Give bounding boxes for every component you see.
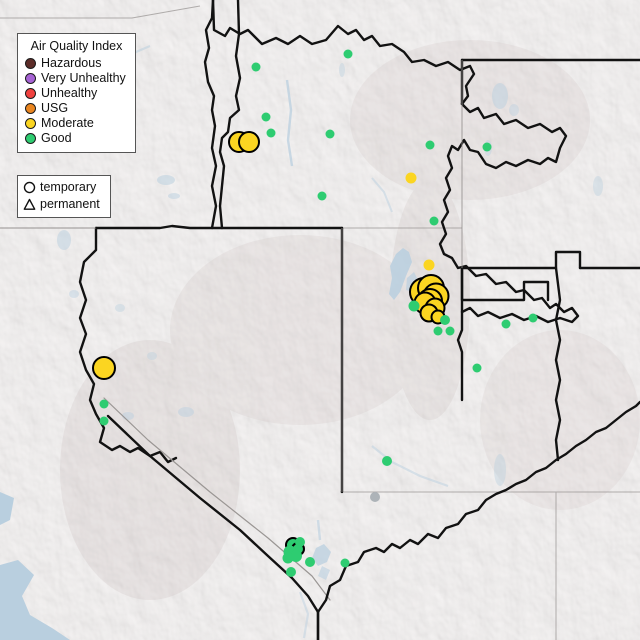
station-marker[interactable] [266, 128, 276, 138]
station-marker[interactable] [433, 326, 443, 336]
border-oregon-south [94, 224, 344, 230]
station-marker[interactable] [408, 300, 420, 312]
triangle-icon [23, 198, 36, 210]
legend-item-label: Moderate [41, 116, 94, 130]
station-marker[interactable] [429, 216, 439, 226]
station-marker[interactable] [423, 259, 435, 271]
circle-icon [23, 181, 36, 194]
station-marker[interactable] [343, 49, 353, 59]
secondary-boundaries [0, 60, 463, 492]
station-marker[interactable] [425, 140, 435, 150]
hazardous-swatch-icon [25, 58, 36, 69]
station-marker[interactable] [482, 142, 492, 152]
border-utah-colorado [460, 250, 582, 270]
border-oregon-west [203, 0, 218, 230]
station-marker[interactable] [440, 315, 450, 325]
border-arizona-newmexico [554, 266, 562, 462]
usg-swatch-icon [25, 103, 36, 114]
station-marker[interactable] [92, 356, 116, 380]
station-marker[interactable] [405, 172, 417, 184]
legend-item-label: Unhealthy [41, 86, 98, 100]
station-marker[interactable] [251, 62, 261, 72]
station-marker[interactable] [295, 537, 305, 547]
legend-item-very-unhealthy[interactable]: Very Unhealthy [25, 71, 128, 86]
good-swatch-icon [25, 133, 36, 144]
legend-item-usg[interactable]: USG [25, 101, 128, 116]
border-california-nevada [106, 414, 320, 640]
legend-item-label: Very Unhealthy [41, 71, 126, 85]
legend-item-hazardous[interactable]: Hazardous [25, 56, 128, 71]
station-marker[interactable] [340, 558, 350, 568]
station-marker[interactable] [370, 492, 380, 502]
station-marker[interactable] [317, 191, 327, 201]
border-california [78, 226, 178, 464]
border-oregon-idaho [218, 0, 242, 230]
legend-item-temporary[interactable]: temporary [23, 179, 104, 196]
station-marker[interactable] [325, 129, 335, 139]
legend-item-unhealthy[interactable]: Unhealthy [25, 86, 128, 101]
legend-title: Air Quality Index [30, 39, 123, 53]
border-idaho-montana [438, 102, 580, 324]
border-arizona-utah [316, 400, 640, 614]
station-marker[interactable] [472, 363, 482, 373]
legend-item-permanent[interactable]: permanent [23, 196, 104, 213]
moderate-swatch-icon [25, 118, 36, 129]
border-utah-east [456, 266, 464, 402]
water-layer [0, 39, 603, 640]
station-marker[interactable] [445, 326, 455, 336]
legend-item-label: permanent [40, 197, 100, 211]
state-borders-layer [78, 0, 640, 640]
legend-item-label: Good [41, 131, 72, 145]
very-unhealthy-swatch-icon [25, 73, 36, 84]
station-marker[interactable] [305, 557, 315, 567]
station-marker[interactable] [99, 399, 109, 409]
station-marker[interactable] [528, 313, 538, 323]
legend-item-moderate[interactable]: Moderate [25, 116, 128, 131]
legend-item-label: USG [41, 101, 69, 115]
station-marker[interactable] [238, 131, 260, 153]
station-marker[interactable] [99, 416, 109, 426]
unhealthy-swatch-icon [25, 88, 36, 99]
station-marker[interactable] [261, 112, 271, 122]
border-california-nevada-faint [103, 397, 331, 601]
legend-item-good[interactable]: Good [25, 131, 128, 146]
station-marker[interactable] [282, 552, 294, 564]
legend-item-label: Hazardous [41, 56, 102, 70]
station-marker[interactable] [501, 319, 511, 329]
station-marker[interactable] [382, 456, 392, 466]
legend-air-quality-index[interactable]: Air Quality Index Hazardous Very Unhealt… [17, 33, 136, 153]
station-marker[interactable] [286, 567, 296, 577]
legend-station-type[interactable]: temporary permanent [17, 175, 111, 218]
border-wyoming-utah-corner [460, 266, 550, 302]
legend-item-label: temporary [40, 180, 97, 194]
